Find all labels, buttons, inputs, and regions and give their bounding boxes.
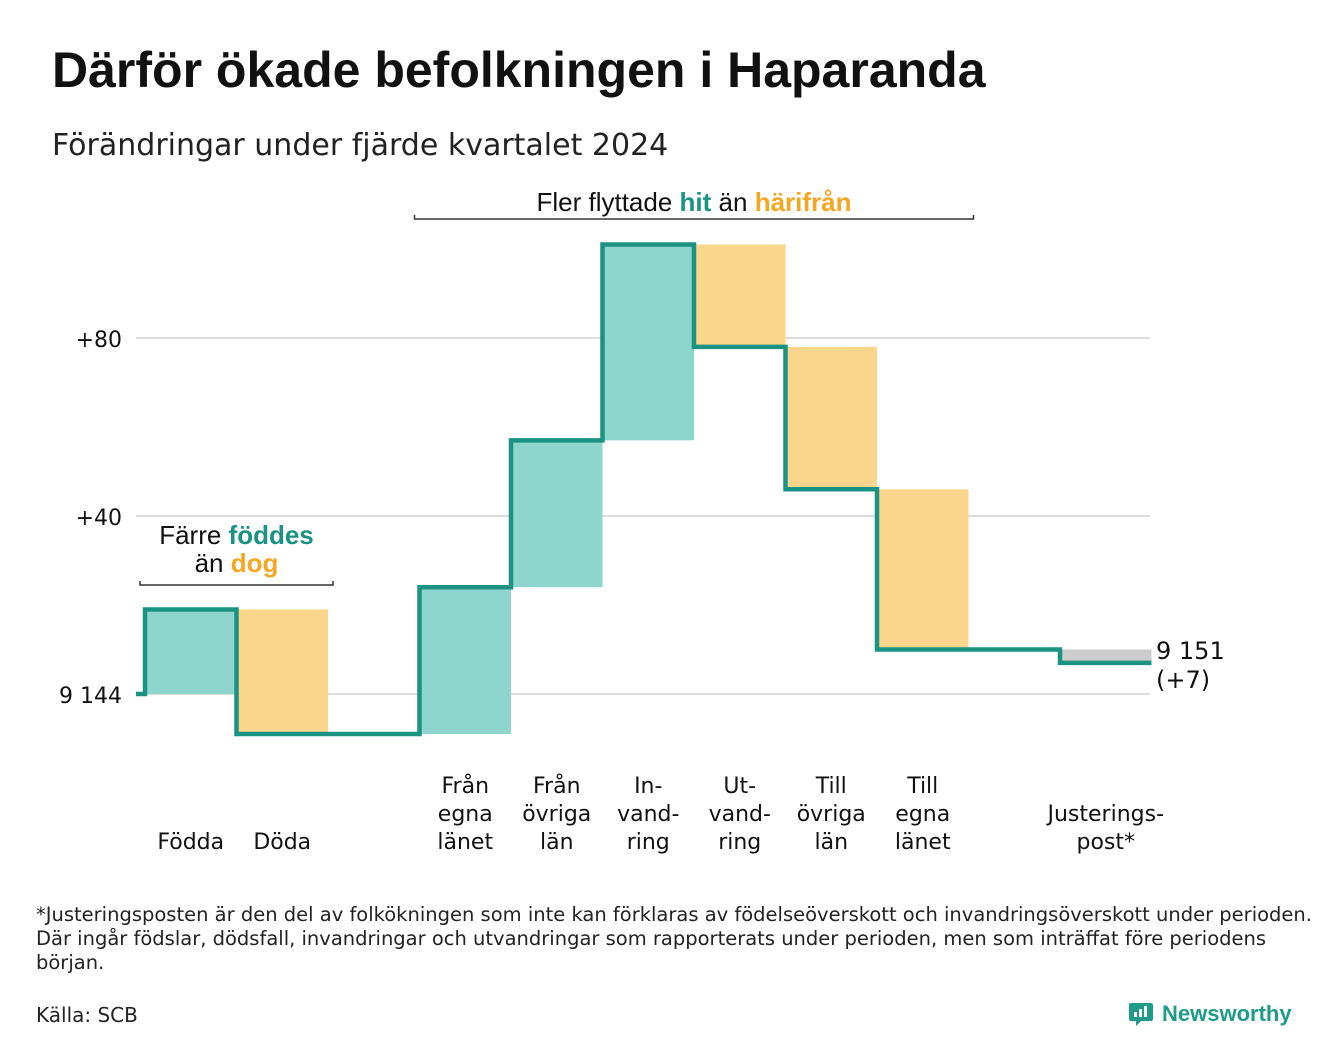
category-label: länet: [895, 830, 951, 855]
category-label: Från: [441, 773, 489, 799]
waterfall-bar: [511, 440, 603, 588]
annotation-segment: än: [711, 187, 754, 217]
brand-name: Newsworthy: [1162, 1001, 1292, 1026]
category-label: Till: [906, 774, 938, 799]
waterfall-bar: [785, 346, 877, 490]
category-label: län: [814, 830, 848, 855]
y-tick-label: +40: [76, 506, 122, 531]
waterfall-bar: [145, 609, 237, 694]
category-label: Födda: [157, 830, 224, 855]
cumulative-step-line: [136, 242, 1152, 737]
source-note: Källa: SCB: [36, 1003, 138, 1027]
annotation-text: än dog: [195, 548, 279, 578]
category-label: egna: [895, 802, 950, 827]
y-tick-label: 9 144: [59, 684, 122, 709]
annotation-text: Färre föddes: [159, 520, 314, 550]
annotation-segment: dog: [231, 548, 279, 578]
category-label: länet: [437, 830, 493, 855]
category-label: egna: [438, 802, 493, 827]
waterfall-bar: [419, 587, 511, 735]
category-label: Döda: [253, 830, 311, 855]
category-label: Ut-: [723, 774, 756, 799]
category-label: post*: [1076, 830, 1135, 855]
annotation-segment: Fler flyttade: [536, 187, 679, 217]
category-label: övriga: [522, 802, 591, 827]
category-label: län: [540, 830, 574, 855]
category-label: ring: [627, 830, 670, 855]
annotation-segment: föddes: [229, 520, 314, 550]
category-label: Till: [815, 774, 847, 799]
annotation-bracket: [413, 215, 975, 220]
annotation-segment: än: [195, 548, 231, 578]
waterfall-bar: [236, 609, 328, 735]
brand-logo: Newsworthy: [1128, 998, 1292, 1030]
y-tick-label: +80: [76, 328, 122, 353]
chart-subtitle: Förändringar under fjärde kvartalet 2024: [52, 128, 669, 163]
newsworthy-logo-icon: [1128, 1001, 1154, 1027]
waterfall-bar: [694, 244, 786, 347]
category-label: Justerings-: [1045, 802, 1164, 827]
end-value-label: 9 151: [1156, 637, 1225, 665]
waterfall-bar: [602, 244, 694, 441]
category-label: Från: [533, 773, 581, 799]
end-change-label: (+7): [1156, 666, 1210, 694]
waterfall-bar: [877, 489, 969, 650]
waterfall-bar: [1060, 649, 1152, 663]
category-label: In-: [634, 774, 662, 799]
annotation-text: Fler flyttade hit än härifrån: [536, 187, 851, 217]
category-label: ring: [718, 830, 761, 855]
annotation-bracket: [139, 581, 334, 586]
annotation-segment: härifrån: [755, 187, 852, 217]
chart-title: Därför ökade befolkningen i Haparanda: [52, 42, 986, 98]
annotation-segment: hit: [680, 187, 712, 217]
category-label: vand-: [709, 802, 771, 827]
category-label: vand-: [617, 802, 679, 827]
footnote: *Justeringsposten är den del av folkökni…: [36, 903, 1312, 974]
annotation-segment: Färre: [159, 520, 228, 550]
category-label: övriga: [797, 802, 866, 827]
